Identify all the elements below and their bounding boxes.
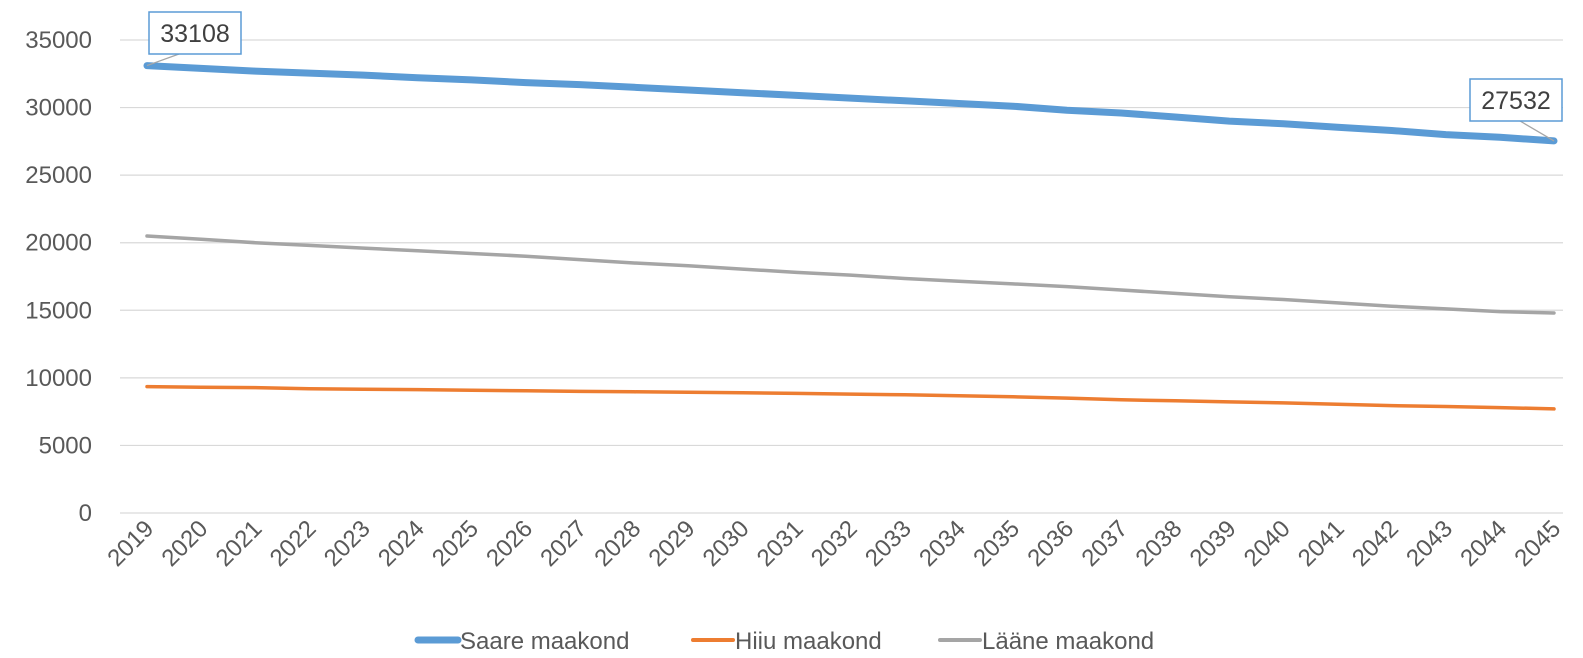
x-tick-label: 2036 bbox=[1022, 515, 1079, 572]
x-tick-label: 2020 bbox=[157, 515, 214, 572]
legend-label: Saare maakond bbox=[460, 628, 629, 655]
x-tick-label: 2025 bbox=[427, 515, 484, 572]
x-tick-label: 2035 bbox=[968, 515, 1025, 572]
x-tick-label: 2033 bbox=[860, 515, 917, 572]
x-tick-label: 2044 bbox=[1455, 515, 1512, 572]
y-tick-label: 15000 bbox=[25, 297, 92, 324]
x-tick-label: 2021 bbox=[211, 515, 268, 572]
y-tick-label: 10000 bbox=[25, 365, 92, 392]
x-tick-label: 2023 bbox=[319, 515, 376, 572]
y-tick-label: 25000 bbox=[25, 162, 92, 189]
x-tick-label: 2024 bbox=[373, 515, 430, 572]
y-tick-label: 35000 bbox=[25, 27, 92, 54]
x-tick-label: 2022 bbox=[265, 515, 322, 572]
x-tick-label: 2040 bbox=[1239, 515, 1296, 572]
legend-label: Lääne maakond bbox=[982, 628, 1154, 655]
y-tick-label: 5000 bbox=[39, 432, 92, 459]
series-line bbox=[145, 234, 1556, 315]
y-tick-label: 20000 bbox=[25, 230, 92, 257]
series-line bbox=[145, 384, 1556, 411]
x-tick-label: 2032 bbox=[806, 515, 863, 572]
x-tick-label: 2019 bbox=[102, 515, 159, 572]
x-tick-label: 2038 bbox=[1131, 515, 1188, 572]
x-tick-label: 2029 bbox=[644, 515, 701, 572]
data-label: 27532 bbox=[1481, 87, 1551, 115]
callout-leader bbox=[1519, 120, 1555, 142]
x-axis: 2019202020212022202320242025202620272028… bbox=[102, 515, 1566, 572]
y-axis: 0 5000 10000 15000 20000 25000 30000 35000 bbox=[25, 27, 92, 527]
y-tick-label: 30000 bbox=[25, 95, 92, 122]
data-label: 33108 bbox=[160, 20, 230, 48]
gridlines bbox=[120, 39, 1563, 514]
series-lines bbox=[143, 62, 1558, 411]
x-tick-label: 2026 bbox=[481, 515, 538, 572]
callout-leader bbox=[146, 53, 180, 67]
callout-box bbox=[1469, 78, 1563, 122]
x-tick-label: 2031 bbox=[752, 515, 809, 572]
x-tick-label: 2037 bbox=[1076, 515, 1133, 572]
x-tick-label: 2028 bbox=[589, 515, 646, 572]
x-tick-label: 2027 bbox=[535, 515, 592, 572]
x-tick-label: 2041 bbox=[1293, 515, 1350, 572]
series-line bbox=[143, 62, 1558, 145]
legend-label: Hiiu maakond bbox=[735, 628, 882, 655]
callout-box bbox=[148, 11, 242, 55]
x-tick-label: 2039 bbox=[1185, 515, 1242, 572]
x-tick-label: 2043 bbox=[1401, 515, 1458, 572]
x-tick-label: 2042 bbox=[1347, 515, 1404, 572]
x-tick-label: 2034 bbox=[914, 515, 971, 572]
x-tick-label: 2045 bbox=[1509, 515, 1566, 572]
data-callouts: 33108 27532 bbox=[146, 11, 1563, 142]
x-tick-label: 2030 bbox=[698, 515, 755, 572]
y-tick-label: 0 bbox=[79, 500, 92, 527]
legend: Saare maakond Hiiu maakond Lääne maakond bbox=[414, 628, 1154, 655]
